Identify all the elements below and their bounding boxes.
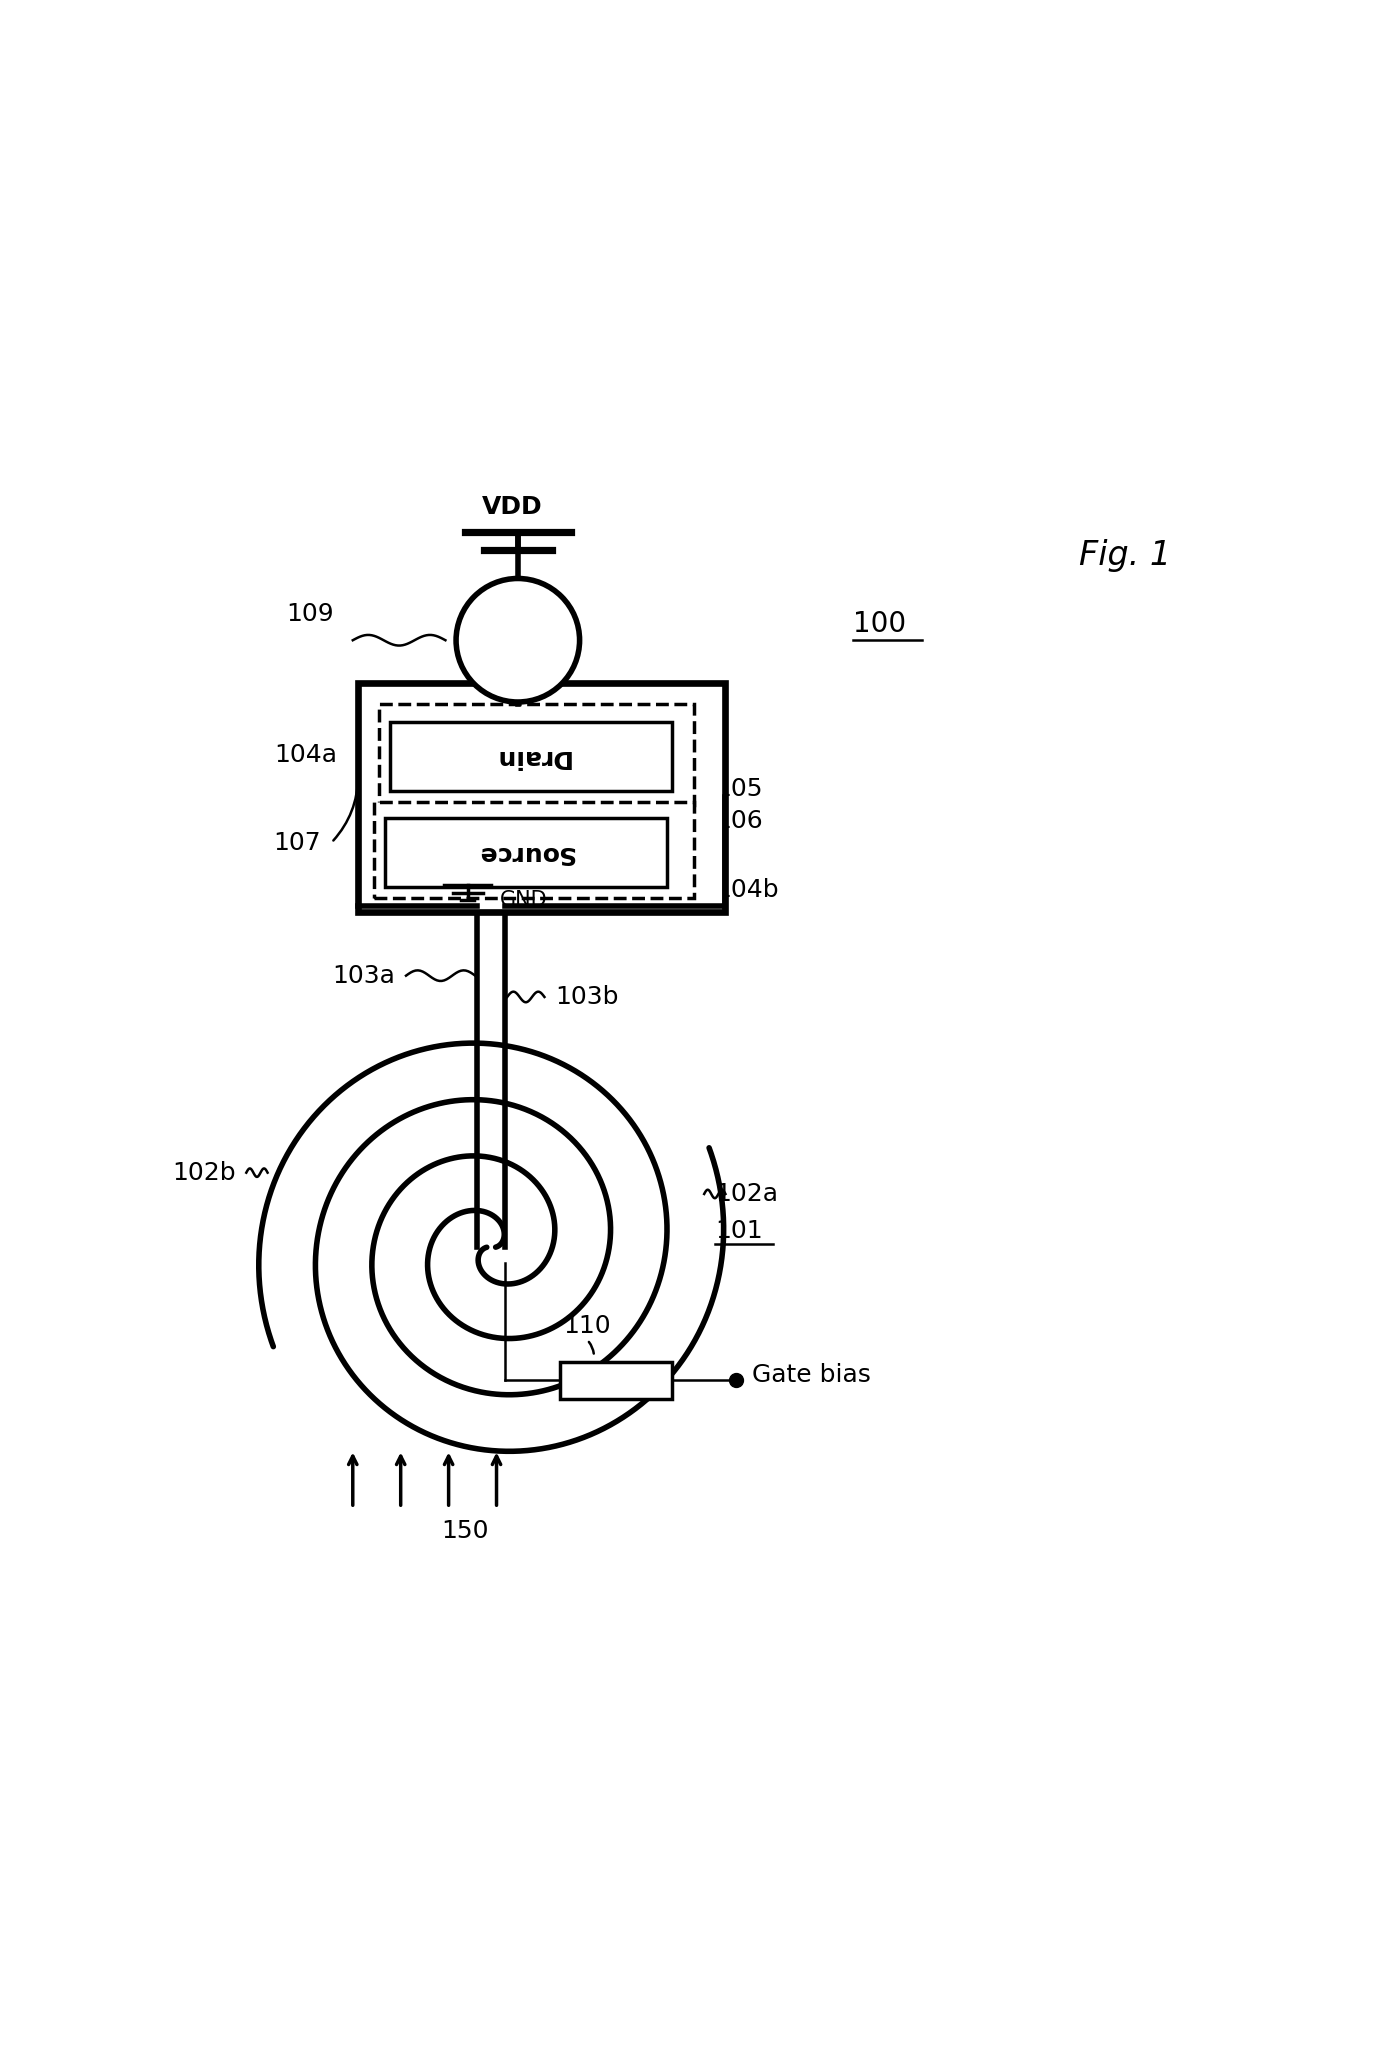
Bar bbox=[374, 803, 694, 897]
Text: 100: 100 bbox=[853, 610, 907, 639]
Text: 107: 107 bbox=[273, 831, 322, 854]
Text: Drain: Drain bbox=[493, 745, 569, 768]
Text: 102b: 102b bbox=[172, 1161, 236, 1184]
Text: Source: Source bbox=[477, 840, 574, 864]
Circle shape bbox=[456, 578, 580, 702]
Bar bbox=[379, 705, 694, 805]
Text: 150: 150 bbox=[441, 1520, 488, 1542]
Text: GND: GND bbox=[500, 891, 547, 911]
Text: 101: 101 bbox=[714, 1219, 763, 1243]
Bar bbox=[385, 817, 666, 887]
Text: 102a: 102a bbox=[714, 1182, 778, 1206]
Bar bbox=[561, 1362, 672, 1399]
Text: 104a: 104a bbox=[273, 743, 337, 768]
Text: 103b: 103b bbox=[555, 985, 618, 1010]
Text: 105: 105 bbox=[714, 778, 763, 801]
Text: 109: 109 bbox=[286, 602, 334, 625]
Bar bbox=[390, 723, 672, 791]
Bar bbox=[359, 682, 725, 911]
Text: 103a: 103a bbox=[333, 965, 396, 987]
Text: 110: 110 bbox=[563, 1313, 611, 1337]
Text: Fig. 1: Fig. 1 bbox=[1079, 539, 1171, 571]
Text: 104b: 104b bbox=[714, 879, 779, 903]
Text: VDD: VDD bbox=[482, 496, 543, 518]
Text: 108: 108 bbox=[566, 713, 614, 737]
Text: Gate bias: Gate bias bbox=[752, 1364, 871, 1386]
Text: 106: 106 bbox=[714, 809, 763, 834]
